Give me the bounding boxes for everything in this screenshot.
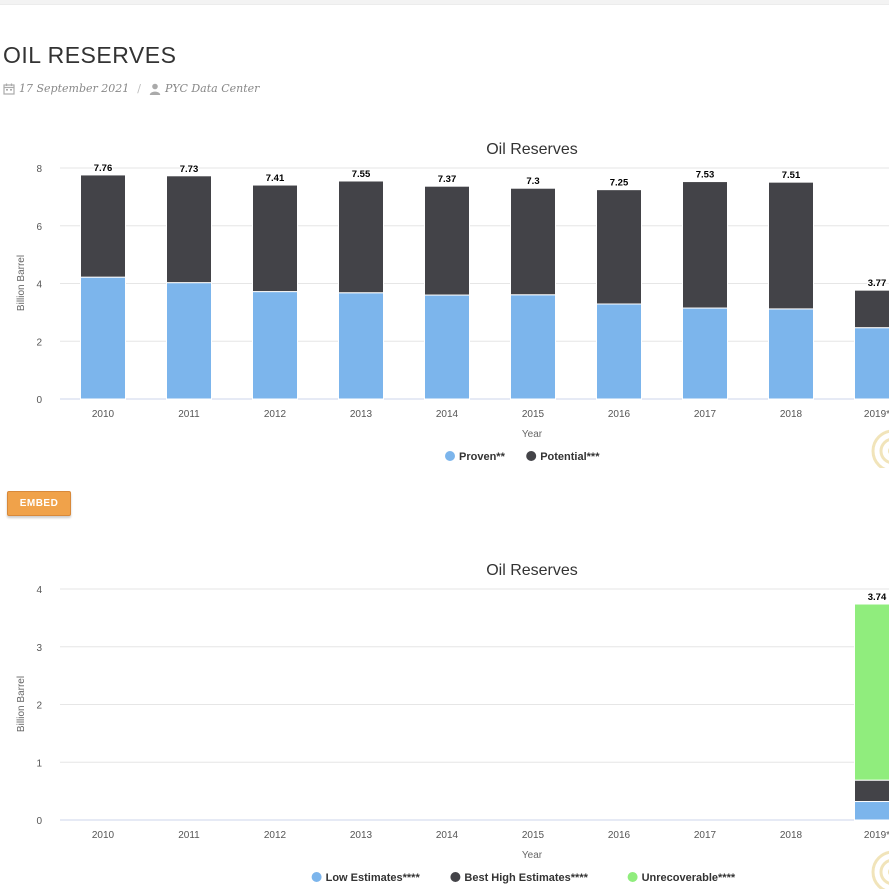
top-bar (0, 0, 889, 5)
y-tick-label: 4 (36, 280, 42, 291)
bar-potential-2013 (338, 180, 384, 294)
bar-proven-2018 (768, 308, 814, 400)
bar-potential-2015 (510, 187, 556, 296)
y-tick-label: 6 (36, 222, 42, 233)
x-tick-label: 2016 (608, 409, 631, 420)
x-tick-label: 2014 (436, 830, 459, 841)
y-tick-label: 8 (36, 164, 42, 175)
x-tick-label: 2017 (694, 409, 717, 420)
x-axis-title: Year (522, 850, 543, 861)
bar-proven-2012 (252, 291, 298, 400)
bar-proven-2019 (854, 327, 889, 400)
oil-reserves-chart: Oil Reserves 0 2 4 6 8 7.76 2010 7.73 2011 7.41 201… (16, 141, 889, 468)
bar-potential-2014 (424, 185, 470, 296)
bar-potential-2010 (80, 174, 126, 278)
data-label-total: 7.76 (94, 163, 113, 174)
data-label-total: 3.77 (868, 278, 887, 289)
legend-item-unrecoverable: Unrecoverable**** (642, 872, 736, 884)
data-label-total: 7.53 (696, 170, 715, 181)
bar-best-high-estimates-2019 (854, 779, 889, 803)
y-axis-title: Billion Barrel (16, 255, 27, 311)
x-tick-label: 2011 (178, 409, 200, 420)
meta-separator: / (137, 82, 141, 95)
bar-proven-2015 (510, 294, 556, 400)
post-author[interactable]: PYC Data Center (164, 82, 260, 95)
legend-marker-potential (526, 451, 537, 461)
data-label-total: 7.3 (526, 176, 539, 187)
bar-potential-2016 (596, 189, 642, 305)
bar-potential-2018 (768, 181, 814, 310)
data-label-total: 3.74 (868, 592, 887, 603)
x-tick-label: 2018 (780, 409, 803, 420)
watermark-ring (871, 850, 889, 889)
y-tick-label: 2 (36, 337, 42, 348)
y-tick-label: 3 (36, 643, 42, 654)
calendar-icon (3, 83, 15, 95)
bar-potential-2011 (166, 175, 212, 284)
x-tick-label: 2017 (694, 830, 717, 841)
legend-marker-proven (445, 451, 455, 461)
post-meta: 17 September 2021 / PYC Data Center (3, 82, 259, 95)
bar-proven-2014 (424, 294, 470, 400)
page-title: OIL RESERVES (3, 42, 177, 68)
x-tick-label: 2011 (178, 830, 200, 841)
bar-unrecoverable-2019 (854, 603, 889, 781)
x-tick-label: 2016 (608, 830, 631, 841)
watermark-ring (871, 429, 889, 468)
x-tick-label: 2013 (350, 409, 373, 420)
x-tick-label: 2013 (350, 830, 373, 841)
x-tick-label: 2012 (264, 409, 287, 420)
watermark-logo-icon (871, 429, 889, 468)
legend-marker-best-high-estimates (450, 872, 461, 882)
bar-proven-2011 (166, 282, 212, 400)
x-tick-label: 2018 (780, 830, 803, 841)
x-tick-label: 2012 (264, 830, 287, 841)
y-tick-label: 0 (36, 395, 42, 406)
x-tick-label: 2019* (864, 409, 889, 420)
bar-low-estimates-2019 (854, 801, 889, 821)
watermark-ring (879, 438, 889, 464)
y-tick-label: 2 (36, 701, 42, 712)
chart-title: Oil Reserves (486, 562, 578, 579)
legend-item-potential: Potential*** (540, 451, 600, 463)
legend-marker-low-estimates (311, 872, 322, 882)
bar-proven-2013 (338, 292, 384, 400)
data-label-total: 7.51 (782, 170, 801, 181)
data-label-total: 7.73 (180, 164, 199, 175)
y-tick-label: 1 (36, 758, 42, 769)
bar-potential-2019 (854, 289, 889, 329)
watermark-logo-icon (871, 850, 889, 889)
x-axis-title: Year (522, 429, 543, 440)
legend-item-low-estimates: Low Estimates**** (326, 872, 421, 884)
data-label-total: 7.55 (352, 169, 371, 180)
bar-potential-2017 (682, 181, 728, 309)
watermark-ring (879, 859, 889, 885)
legend-item-proven: Proven** (459, 451, 506, 463)
data-label-total: 7.37 (438, 174, 457, 185)
data-label-total: 7.41 (266, 173, 285, 184)
legend-marker-unrecoverable (627, 872, 638, 882)
y-tick-label: 0 (36, 816, 42, 827)
data-label-total: 7.25 (610, 178, 629, 189)
oil-reserves-estimates-chart: Oil Reserves 0 1 2 3 4 2010 2011 2012 2013 2014 201… (16, 562, 889, 889)
x-tick-label: 2019* (864, 830, 889, 841)
bar-potential-2012 (252, 184, 298, 293)
y-tick-label: 4 (36, 585, 42, 596)
x-tick-label: 2010 (92, 409, 115, 420)
chart-title: Oil Reserves (486, 141, 578, 158)
y-axis-title: Billion Barrel (16, 676, 27, 732)
post-date: 17 September 2021 (19, 82, 130, 95)
x-tick-label: 2014 (436, 409, 459, 420)
x-tick-label: 2015 (522, 409, 545, 420)
user-icon (149, 83, 161, 95)
x-tick-label: 2015 (522, 830, 545, 841)
x-tick-label: 2010 (92, 830, 115, 841)
legend-item-best-high-estimates: Best High Estimates**** (464, 872, 588, 884)
embed-button[interactable]: EMBED (7, 491, 71, 516)
bar-proven-2010 (80, 276, 126, 400)
bar-proven-2016 (596, 303, 642, 400)
bar-proven-2017 (682, 307, 728, 400)
